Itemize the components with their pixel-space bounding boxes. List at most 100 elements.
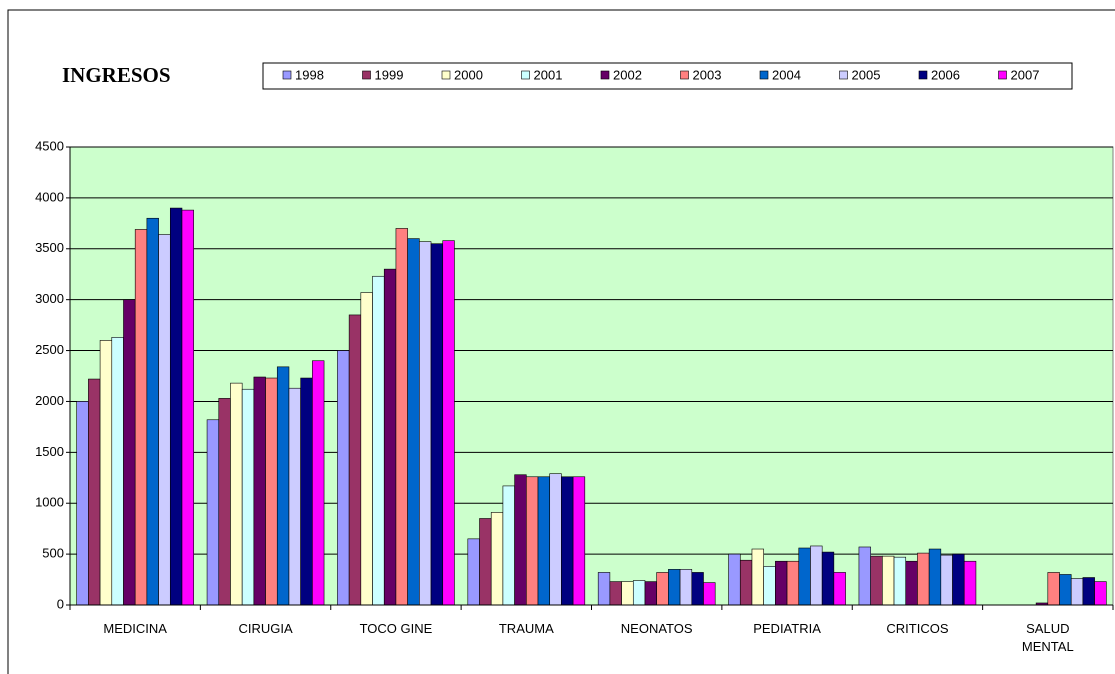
bar [537,476,551,606]
x-tick-label: SALUD MENTAL [1021,621,1074,654]
bar [88,378,101,606]
bar [632,580,646,606]
bar [882,555,895,606]
bar [312,360,325,606]
bar [442,240,455,606]
bar [430,243,444,606]
bar [253,376,266,606]
bar [407,238,420,606]
legend-swatch [998,70,1007,80]
y-tick-label: 4500 [35,138,64,153]
bar [479,518,492,606]
y-tick-label: 2500 [35,342,64,357]
y-tick-label: 0 [57,596,64,611]
y-tick-label: 3500 [35,240,64,255]
legend-label: 2004 [772,67,801,82]
x-tick-label: MEDICINA [103,621,167,636]
legend-swatch [521,70,530,80]
bar [679,569,693,606]
bar [134,229,148,606]
bar [383,268,397,606]
bar [360,292,373,606]
legend-swatch [759,70,769,80]
y-tick-label: 1000 [35,495,64,510]
legend-swatch [441,70,451,80]
legend-label: 1998 [295,67,324,82]
bar [1094,581,1107,606]
bar [395,228,408,606]
bar [206,419,220,606]
bar [763,566,776,606]
bar [621,581,634,606]
bar [858,546,871,606]
bar [288,387,301,606]
bar [526,476,539,606]
bar [870,555,883,606]
bar [111,337,124,606]
bar [751,548,764,606]
bar [561,476,574,606]
bar [276,366,290,606]
bar [337,350,350,606]
bar [810,545,823,606]
bar [99,340,113,606]
bar [230,382,243,606]
y-tick-label: 1500 [35,444,64,459]
legend-box [262,62,1073,90]
bar [123,299,136,606]
chart-title: INGRESOS [62,63,171,87]
legend-label: 2001 [534,67,563,82]
bar [502,485,515,606]
bar [739,559,753,606]
bar [703,582,716,606]
y-tick-label: 2000 [35,393,64,408]
legend-swatch [282,70,292,80]
bar [348,314,362,606]
legend-swatch [918,70,928,80]
legend-swatch [680,70,689,80]
bar [668,569,681,606]
legend-label: 2007 [1011,67,1040,82]
bar [833,572,846,606]
bar [728,553,741,606]
bar [952,553,965,606]
legend-label: 2006 [931,67,960,82]
bar [372,275,385,606]
bar [609,581,622,606]
bar [917,552,930,606]
legend-swatch [362,70,371,80]
bar [549,473,562,606]
bar [241,388,255,606]
legend-label: 2005 [852,67,881,82]
bar [691,572,704,606]
x-tick-label: CIRUGIA [238,621,293,636]
legend-label: 1999 [375,67,404,82]
bar [572,476,586,606]
bar [76,401,89,606]
x-tick-label: PEDIATRIA [753,621,821,636]
bar [905,560,918,606]
bar [893,556,907,606]
x-tick-label: CRITICOS [886,621,949,636]
legend-swatch [600,70,610,80]
bar [1070,578,1084,606]
bar [597,572,611,606]
bar [940,554,953,606]
bar [656,572,669,606]
bar [1082,577,1095,606]
bar [490,512,504,606]
bar [1059,574,1072,606]
y-tick-label: 500 [42,546,64,561]
y-tick-label: 4000 [35,189,64,204]
bar [821,551,835,606]
legend-swatch [839,70,848,80]
y-tick-label: 3000 [35,291,64,306]
bar [467,538,480,606]
bar [798,547,811,606]
x-tick-label: TRAUMA [498,621,554,636]
bar [169,207,183,606]
bar [158,234,171,606]
bar [775,560,788,606]
